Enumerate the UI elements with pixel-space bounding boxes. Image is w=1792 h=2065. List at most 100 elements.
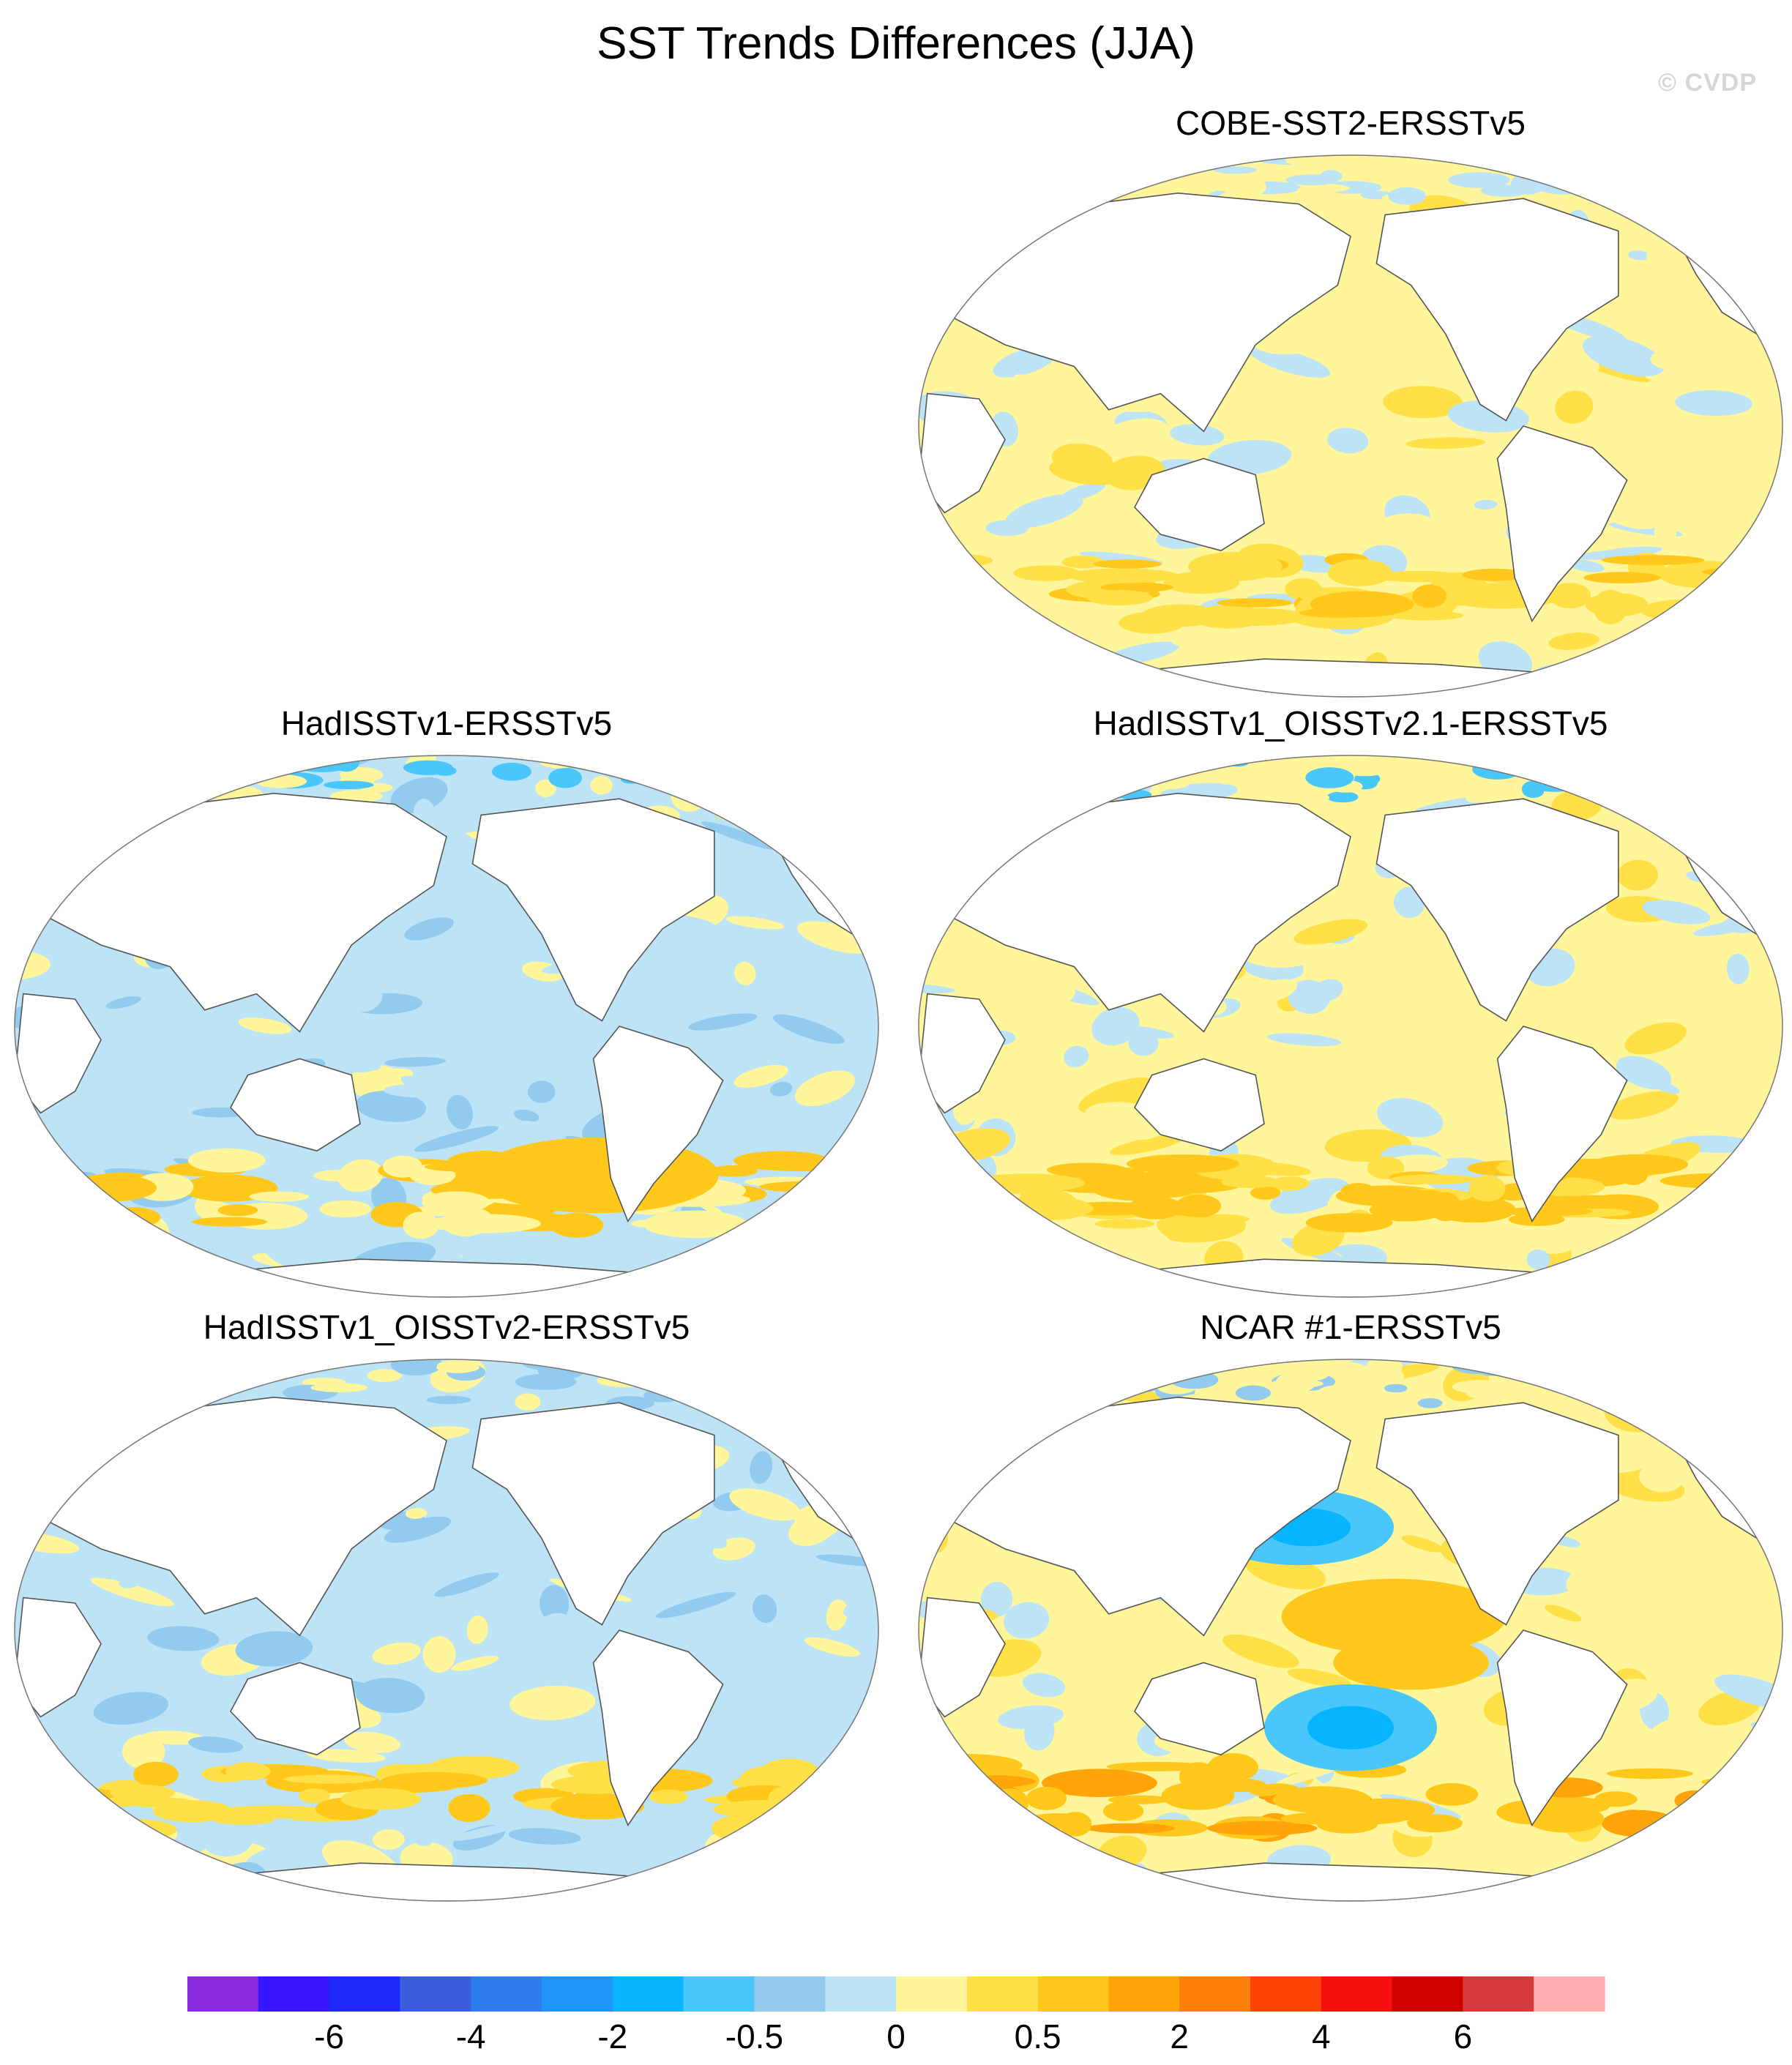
southern-band-patch [921,602,965,613]
field-patch [780,1821,827,1837]
field-patch [804,1637,860,1657]
field-patch [110,763,158,802]
field-patch [788,1513,834,1547]
field-patch [640,755,723,772]
field-patch [256,1891,281,1901]
land-namerica [471,798,715,1022]
field-patch [796,921,876,954]
arctic-patch [324,780,374,789]
colorbar-swatch [1392,1976,1463,2012]
field-patch [90,1291,125,1297]
arctic-patch [433,766,457,776]
arctic-patch [255,1359,296,1378]
field-patch [1556,1409,1615,1425]
field-patch [1755,1438,1778,1452]
panel-hadisst: HadISSTv1-ERSSTv5 [7,703,886,1303]
field-patch [1340,477,1385,510]
field-patch [372,1829,405,1850]
field-patch [1548,632,1599,650]
field-patch [975,1853,1045,1888]
arctic-patch [1297,186,1337,194]
field-patch [411,1826,435,1846]
field-patch [698,1654,778,1678]
arctic-patch [622,1362,684,1380]
field-patch [1222,1198,1252,1219]
field-patch [482,1072,536,1095]
field-patch [1769,313,1782,334]
arctic-patch [616,1359,657,1378]
field-patch [496,1120,559,1146]
field-patch [973,1365,1058,1400]
southern-band-patch [919,1804,945,1818]
field-patch [1067,1361,1113,1392]
field-patch [770,1249,832,1275]
southern-band-patch [1119,611,1185,634]
field-patch [384,1083,454,1098]
field-patch [372,1642,421,1665]
colorbar-swatch [1534,1976,1605,2012]
field-patch [105,996,141,1009]
colorbar-swatch [1463,1976,1534,2012]
field-patch [1473,1834,1538,1865]
field-patch [769,1081,793,1097]
field-patch [1764,1395,1782,1431]
field-patch [108,1359,141,1383]
field-patch [806,1203,878,1215]
arctic-patch [548,767,582,788]
field-patch [1750,1722,1782,1748]
southern-band-patch [422,1191,490,1214]
arctic-patch [597,1373,659,1388]
field-patch [384,1057,446,1067]
field-patch [757,755,835,773]
southern-band-patch [1672,615,1765,632]
field-patch [1599,794,1670,807]
field-patch [1577,1269,1631,1297]
field-patch [1586,362,1650,383]
panel-title: HadISSTv1_OISSTv2.1-ERSSTv5 [1093,704,1608,742]
arctic-patch [1217,775,1244,785]
southern-band-patch [1175,1194,1222,1218]
field-patch [1287,1668,1351,1688]
field-patch [446,1231,522,1269]
southern-band-patch [919,1754,1023,1777]
land-asia [952,192,1351,433]
field-patch [235,1631,313,1667]
colorbar-tick-label: 0.5 [1015,2017,1061,2055]
arctic-patch [1417,1398,1443,1408]
field-patch [1056,422,1108,442]
arctic-patch [1419,758,1460,770]
sst-map [918,154,1783,698]
arctic-patch [1361,1365,1405,1388]
field-patch [837,1849,878,1881]
panel-title: HadISSTv1-ERSSTv5 [280,704,613,742]
field-patch [15,1160,50,1178]
field-patch [51,1274,99,1293]
field-patch [956,654,1012,691]
field-patch [1280,630,1324,648]
land-samerica [1496,425,1628,623]
field-patch [725,916,785,930]
field-patch [744,783,824,823]
southern-band-patch [1468,1175,1506,1202]
field-patch [631,1359,715,1373]
southern-band-patch [1407,1814,1463,1833]
colorbar-tick-label: 0 [886,2017,906,2055]
southern-band-patch [816,1203,878,1226]
field-patch [919,223,957,242]
arctic-patch [515,1393,541,1411]
southern-band-patch [1126,1154,1240,1173]
field-patch [1570,1281,1640,1297]
field-patch [819,1244,854,1267]
land-samerica [1496,1629,1628,1827]
field-patch [1383,386,1463,419]
field-patch [306,1749,386,1763]
field-patch [1725,1239,1782,1272]
field-patch [919,261,952,282]
field-patch [1240,941,1315,968]
field-patch [959,1359,1017,1389]
southern-band-patch [1327,559,1392,586]
southern-band-patch [709,1165,758,1177]
panel-title: NCAR #1-ERSSTv5 [1200,1308,1501,1346]
field-patch [447,1094,474,1129]
arctic-patch [1466,1388,1525,1400]
